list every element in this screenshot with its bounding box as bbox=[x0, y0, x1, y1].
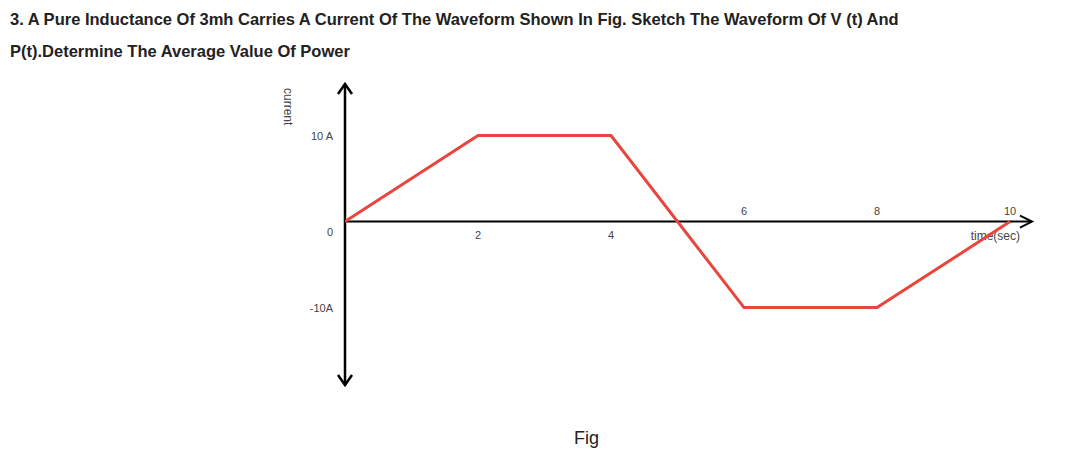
x-axis bbox=[345, 221, 1030, 223]
y-tick-label: 10 A bbox=[311, 130, 334, 142]
current-line bbox=[345, 136, 1010, 308]
figure-caption: Fig bbox=[574, 428, 599, 449]
y-axis-arrow bbox=[338, 375, 352, 385]
x-tick-label: 8 bbox=[874, 205, 880, 217]
x-tick-label: 4 bbox=[608, 229, 614, 241]
y-tick-label: -10A bbox=[310, 302, 334, 314]
x-tick-label: 2 bbox=[475, 229, 481, 241]
plot-area bbox=[345, 136, 1010, 308]
x-tick-label: 10 bbox=[1004, 205, 1016, 217]
y-axis bbox=[344, 84, 347, 385]
y-axis-arrow bbox=[338, 84, 352, 94]
chart: 246810-10A010 Atime(sec)current bbox=[0, 0, 1080, 465]
y-tick-label: 0 bbox=[327, 226, 333, 238]
y-axis-label: current bbox=[281, 88, 295, 126]
axes bbox=[338, 84, 1032, 385]
x-tick-label: 6 bbox=[741, 205, 747, 217]
question-text: P(t).Determine The Average Value Of Powe… bbox=[10, 42, 350, 61]
x-axis-arrow bbox=[1020, 216, 1032, 228]
question-text: 3. A Pure Inductance Of 3mh Carries A Cu… bbox=[10, 10, 899, 29]
